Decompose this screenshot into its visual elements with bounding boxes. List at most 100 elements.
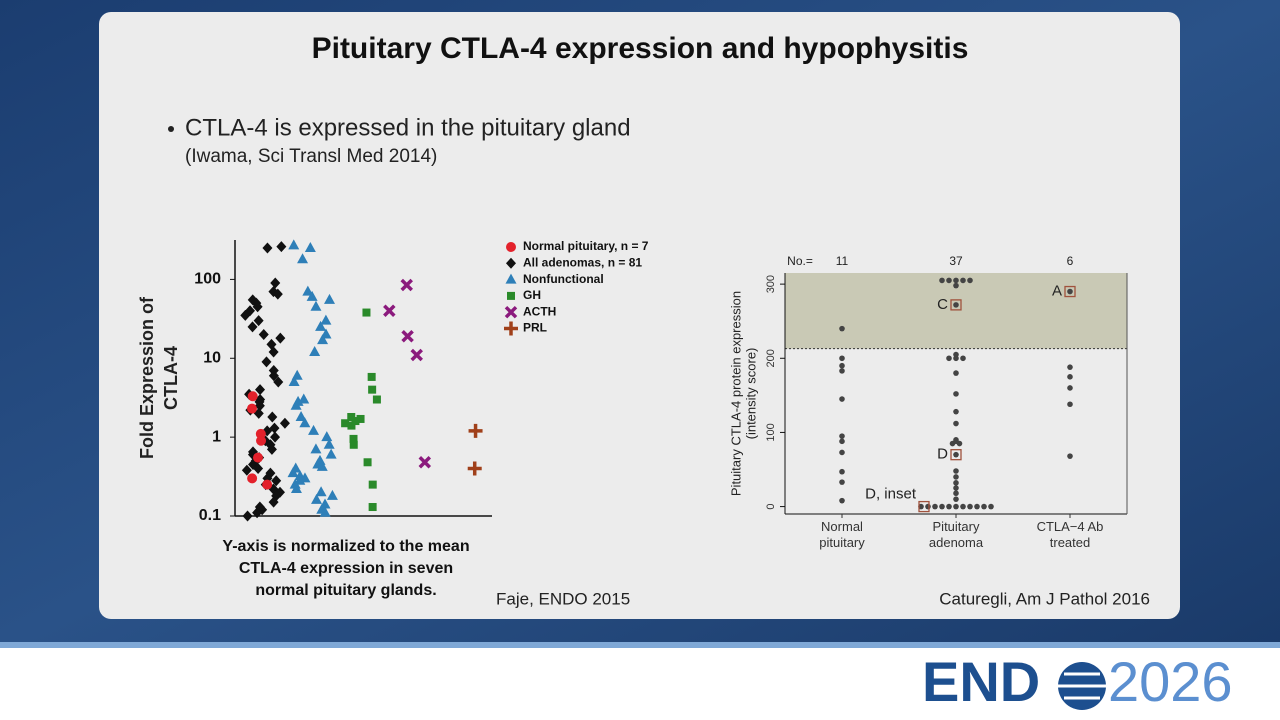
point [400, 278, 413, 292]
point [262, 479, 273, 490]
bullet-source: (Iwama, Sci Transl Med 2014) [185, 146, 437, 167]
point [839, 449, 845, 456]
y-tick-label: 0.1 [199, 507, 221, 524]
point [362, 308, 371, 317]
point [262, 242, 273, 254]
point [288, 239, 300, 250]
point [247, 321, 258, 333]
point [1067, 401, 1073, 408]
point [368, 503, 377, 512]
point [254, 400, 265, 412]
point [839, 433, 845, 439]
point [953, 302, 959, 308]
point [290, 482, 302, 493]
point [946, 355, 952, 362]
count-label: No.= [787, 254, 813, 268]
divider [0, 642, 1280, 648]
source: Faje, ENDO 2015 [496, 589, 630, 608]
point [323, 438, 335, 449]
point [367, 372, 376, 381]
point [297, 253, 309, 264]
point [252, 507, 263, 519]
annotation-box [1064, 285, 1076, 298]
legend-label: All adenomas, n = 81 [523, 255, 642, 269]
point [272, 288, 283, 300]
point [368, 385, 377, 394]
point [266, 443, 277, 455]
point [418, 456, 432, 469]
annotation: A [1052, 283, 1062, 300]
point [839, 497, 845, 504]
point [953, 503, 959, 510]
point [341, 419, 350, 428]
point [258, 329, 269, 341]
point [839, 368, 845, 374]
slide-title: Pituitary CTLA-4 expression and hypophys… [312, 32, 969, 65]
point [363, 458, 372, 467]
x-tick-label: Normal pituitary [819, 519, 865, 550]
point [356, 414, 365, 423]
annotation-box [950, 299, 962, 311]
point [268, 346, 279, 358]
point [347, 413, 356, 422]
point [953, 490, 959, 497]
point [304, 242, 316, 253]
point [953, 485, 959, 491]
legend-marker [506, 242, 516, 252]
point [349, 434, 358, 443]
point [316, 460, 328, 471]
point [839, 362, 845, 369]
point [368, 480, 377, 489]
point [302, 285, 314, 296]
legend-label: PRL [523, 321, 547, 335]
y-tick-label: 200 [765, 349, 777, 367]
point [268, 370, 279, 382]
point [946, 277, 952, 284]
legend-label: Nonfunctional [523, 272, 604, 286]
point [953, 437, 959, 443]
point [325, 448, 337, 459]
y-tick-label: 10 [203, 349, 221, 366]
annotation-box [918, 500, 930, 513]
legend-label: ACTH [523, 304, 556, 318]
point [946, 503, 952, 510]
point [252, 452, 263, 463]
point [953, 351, 959, 358]
count: 11 [836, 254, 849, 268]
point [939, 503, 945, 510]
bullet: CTLA-4 is expressed in the pituitary gla… [185, 114, 631, 141]
y-tick-label: 300 [765, 275, 777, 293]
point [317, 334, 329, 345]
point [351, 417, 360, 426]
x-tick-label: Pituitary adenoma [929, 519, 984, 550]
point [240, 309, 251, 321]
y-axis-label: Pituitary CTLA-4 protein expression [728, 291, 743, 496]
point [279, 417, 290, 429]
point [988, 503, 994, 510]
point [932, 503, 938, 510]
point [320, 314, 332, 325]
legend-marker [504, 305, 518, 319]
point [275, 332, 286, 344]
caption: CTLA-4 expression in seven [239, 560, 453, 577]
point [960, 503, 966, 510]
annotation-box [950, 449, 962, 461]
point [347, 421, 356, 430]
bullet-dot [168, 126, 174, 132]
point [241, 464, 252, 476]
point [253, 463, 264, 475]
point [925, 503, 931, 510]
point [288, 376, 300, 387]
point [839, 325, 845, 332]
point [939, 277, 945, 284]
slide-panel [99, 12, 1180, 619]
x-tick-label: CTLA−4 Ab treated [1037, 519, 1104, 550]
point [401, 330, 414, 343]
point [247, 391, 258, 402]
point [242, 510, 253, 522]
y-axis-label: CTLA-4 [161, 346, 181, 410]
point [410, 348, 423, 362]
y-tick-label: 100 [765, 423, 777, 441]
point [309, 346, 321, 357]
annotation: D, inset [865, 486, 917, 503]
